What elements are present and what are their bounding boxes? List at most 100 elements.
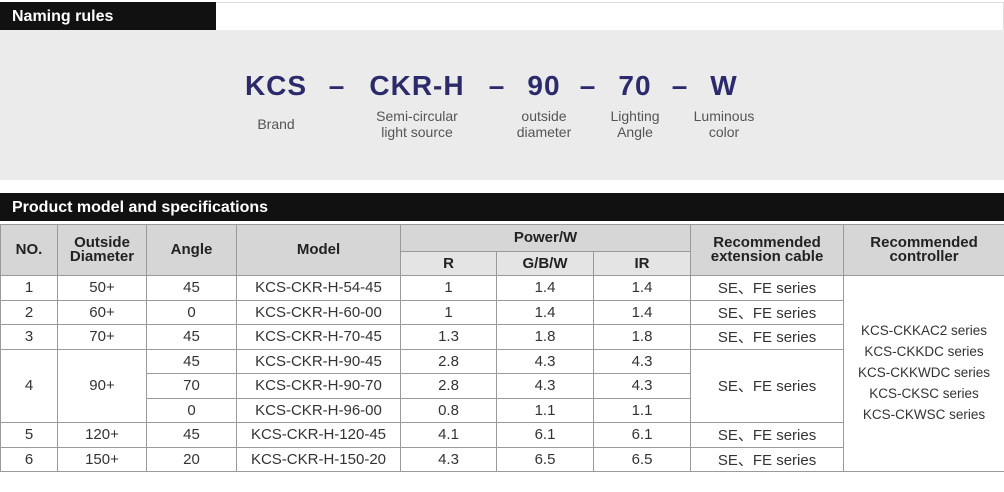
cell-model: KCS-CKR-H-90-45 — [236, 348, 401, 374]
header-cell: IR — [592, 251, 692, 276]
cell-cable: SE、FE series — [690, 348, 845, 423]
name-separator: – — [671, 70, 689, 101]
cell-no: 5 — [0, 422, 58, 448]
cell-r: 4.1 — [400, 422, 497, 448]
cell-r: 2.8 — [400, 348, 497, 374]
name-label: Semi-circular light source — [376, 108, 458, 140]
name-label: Lighting Angle — [610, 108, 659, 140]
cell-ir: 1.4 — [592, 275, 692, 301]
cell-model: KCS-CKR-H-54-45 — [236, 275, 401, 301]
cell-controller: KCS-CKKAC2 series KCS-CKKDC series KCS-CKK… — [843, 275, 1004, 472]
cell-gbw: 1.4 — [496, 299, 594, 325]
section-rule — [216, 2, 1004, 31]
cell-angle: 20 — [146, 446, 237, 472]
cell-model: KCS-CKR-H-90-70 — [236, 373, 401, 399]
label-line: Semi-circular — [376, 108, 458, 124]
cell-model: KCS-CKR-H-120-45 — [236, 422, 401, 448]
name-code: CKR-H — [369, 70, 465, 101]
cell-angle: 45 — [146, 324, 237, 350]
header-cell: R — [400, 251, 497, 276]
table-row: 70 KCS-CKR-H-90-70 2.8 4.3 4.3 — [1, 373, 1004, 399]
cell-no: 3 — [0, 324, 58, 350]
cell-diameter: 50+ — [57, 275, 147, 301]
naming-box: KCS Brand CKR-H Semi-circular light source 90… — [0, 30, 1004, 180]
cell-diameter: 90+ — [57, 348, 147, 423]
cell-no: 4 — [0, 348, 58, 423]
name-label: Brand — [257, 116, 294, 132]
cell-model: KCS-CKR-H-70-45 — [236, 324, 401, 350]
cell-angle: 0 — [146, 299, 237, 325]
cell-r: 2.8 — [400, 373, 497, 399]
cell-ir: 1.1 — [592, 397, 692, 423]
table-row: 1 50+ 45 KCS-CKR-H-54-45 1 1.4 1.4 SE、FE series… — [0, 275, 1004, 472]
header-cell: Model — [236, 224, 401, 276]
section-title: Product model and specifications — [0, 193, 1004, 221]
label-line: color — [708, 124, 740, 140]
label-line: diameter — [516, 124, 572, 140]
header-cell: Recommended controller — [843, 224, 1004, 276]
cell-r: 4.3 — [400, 446, 497, 472]
cell-cable: SE、FE series — [690, 299, 845, 325]
cell-diameter: 150+ — [57, 446, 147, 472]
label-line: Angle — [617, 124, 653, 140]
cell-r: 0.8 — [400, 397, 497, 423]
header-line: controller — [889, 248, 959, 265]
header-line: Recommended — [713, 234, 821, 251]
table-row: 3 70+ 45 KCS-CKR-H-70-45 1.3 1.8 1.8 SE、FE seri… — [0, 324, 1004, 350]
cell-gbw: 4.3 — [496, 373, 594, 399]
header-cell: Recommended extension cable — [690, 224, 845, 276]
cell-model: KCS-CKR-H-96-00 — [236, 397, 401, 423]
header-line: extension cable — [710, 248, 824, 265]
cell-r: 1 — [400, 299, 497, 325]
cell-angle: 0 — [146, 397, 237, 423]
spec-table: NO. Outside Diameter Angle Model Power/W … — [0, 224, 1004, 472]
cell-no: 6 — [0, 446, 58, 472]
table-row: 2 60+ 0 KCS-CKR-H-60-00 1 1.4 1.4 SE、FE series — [0, 299, 1004, 325]
cell-gbw: 1.4 — [496, 275, 594, 301]
cell-ir: 1.8 — [592, 324, 692, 350]
name-code: 90 — [527, 70, 561, 101]
name-label: Luminous color — [694, 108, 755, 140]
header-line: Outside — [74, 234, 130, 251]
cell-r: 1.3 — [400, 324, 497, 350]
name-separator: – — [488, 70, 506, 101]
cell-gbw: 6.1 — [496, 422, 594, 448]
controller-line: KCS-CKSC series — [869, 386, 979, 401]
cell-model: KCS-CKR-H-150-20 — [236, 446, 401, 472]
cell-angle: 45 — [146, 348, 237, 374]
label-line: light source — [381, 124, 453, 140]
section-title: Naming rules — [0, 2, 216, 30]
header-line: Diameter — [69, 248, 135, 265]
cell-r: 1 — [400, 275, 497, 301]
cell-cable: SE、FE series — [690, 324, 845, 350]
header-cell: NO. — [0, 224, 58, 276]
cell-ir: 6.1 — [592, 422, 692, 448]
cell-cable: SE、FE series — [690, 275, 845, 301]
table-row: 6 150+ 20 KCS-CKR-H-150-20 4.3 6.5 6.5 SE、FE se… — [0, 446, 1004, 472]
name-code: KCS — [244, 70, 308, 101]
label-line: Brand — [257, 116, 295, 132]
name-label: outside diameter — [517, 108, 571, 140]
name-code: W — [710, 70, 738, 101]
cell-cable: SE、FE series — [690, 422, 845, 448]
header-cell: Power/W — [399, 224, 692, 252]
cell-ir: 1.4 — [592, 299, 692, 325]
header-cell: Angle — [146, 224, 237, 276]
label-line: Lighting — [610, 108, 660, 124]
header-cell: Outside Diameter — [57, 224, 147, 276]
cell-model: KCS-CKR-H-60-00 — [236, 299, 401, 325]
cell-gbw: 1.1 — [496, 397, 594, 423]
header-cell: G/B/W — [496, 251, 594, 276]
cell-cable: SE、FE series — [690, 446, 845, 472]
controller-line: KCS-CKKAC2 series — [861, 323, 988, 338]
cell-angle: 70 — [146, 373, 237, 399]
header-line: Recommended — [870, 234, 978, 251]
cell-ir: 4.3 — [592, 348, 692, 374]
cell-gbw: 1.8 — [496, 324, 594, 350]
cell-no: 1 — [0, 275, 58, 301]
cell-diameter: 120+ — [57, 422, 147, 448]
name-separator: – — [579, 70, 597, 101]
cell-angle: 45 — [146, 275, 237, 301]
cell-diameter: 60+ — [57, 299, 147, 325]
